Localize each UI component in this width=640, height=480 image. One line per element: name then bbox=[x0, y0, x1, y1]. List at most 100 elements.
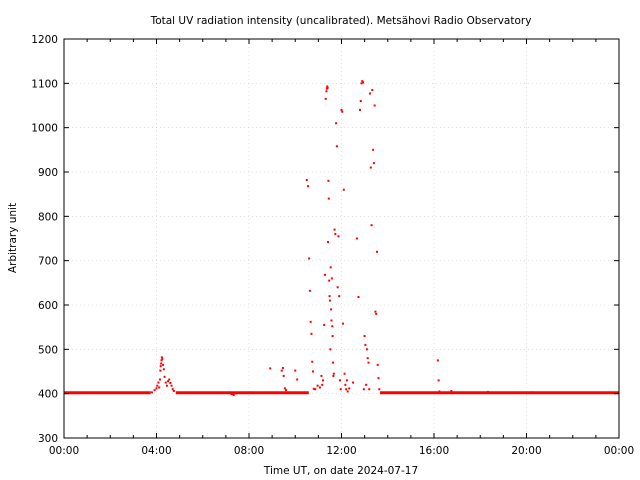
data-point bbox=[330, 277, 333, 280]
data-point bbox=[373, 104, 376, 107]
data-point bbox=[323, 323, 326, 326]
data-point bbox=[372, 162, 375, 165]
y-tick-label: 1100 bbox=[31, 78, 58, 90]
data-point bbox=[157, 381, 160, 384]
data-point bbox=[165, 384, 168, 387]
data-point bbox=[332, 374, 335, 377]
data-point bbox=[321, 383, 324, 386]
data-point bbox=[437, 379, 440, 382]
y-tick-label: 1000 bbox=[31, 123, 58, 135]
data-point bbox=[333, 228, 336, 231]
data-point bbox=[338, 295, 341, 298]
data-point bbox=[365, 383, 368, 386]
data-point bbox=[371, 88, 374, 91]
data-point bbox=[308, 257, 311, 260]
y-tick-label: 900 bbox=[38, 167, 58, 179]
data-point bbox=[159, 365, 162, 368]
data-point bbox=[162, 368, 165, 371]
data-point bbox=[368, 388, 371, 391]
data-point bbox=[309, 320, 312, 323]
data-point bbox=[285, 389, 287, 392]
data-point bbox=[361, 80, 364, 83]
data-point bbox=[160, 362, 163, 365]
data-point bbox=[364, 343, 367, 346]
data-point bbox=[158, 378, 161, 381]
data-point bbox=[340, 108, 343, 111]
data-point bbox=[369, 92, 372, 95]
data-point bbox=[375, 312, 378, 315]
data-point bbox=[334, 233, 337, 236]
data-point bbox=[329, 266, 332, 269]
data-point bbox=[169, 382, 172, 385]
data-point bbox=[335, 122, 338, 125]
data-point bbox=[365, 348, 368, 351]
data-point bbox=[162, 363, 165, 366]
data-point bbox=[158, 386, 161, 389]
y-tick-label: 500 bbox=[38, 344, 58, 356]
data-point bbox=[336, 286, 339, 289]
data-point bbox=[325, 90, 328, 93]
data-point bbox=[337, 235, 340, 238]
data-point bbox=[153, 389, 156, 392]
data-point bbox=[163, 375, 166, 378]
data-point bbox=[282, 374, 285, 377]
data-point bbox=[161, 358, 164, 361]
data-point bbox=[160, 356, 163, 359]
data-point bbox=[345, 388, 348, 391]
data-point bbox=[369, 166, 372, 169]
data-point bbox=[341, 110, 344, 113]
data-point bbox=[327, 197, 330, 200]
y-tick-label: 400 bbox=[38, 389, 58, 401]
data-point bbox=[171, 388, 174, 391]
data-point bbox=[486, 390, 489, 393]
y-tick-label: 600 bbox=[38, 300, 58, 312]
data-point bbox=[160, 359, 163, 362]
chart-title: Total UV radiation intensity (uncalibrat… bbox=[150, 15, 532, 27]
data-point bbox=[311, 370, 314, 373]
data-point bbox=[372, 148, 375, 151]
data-point bbox=[305, 178, 308, 181]
data-point bbox=[345, 379, 348, 382]
data-point bbox=[312, 387, 315, 390]
y-tick-label: 700 bbox=[38, 256, 58, 268]
data-point bbox=[531, 391, 534, 394]
y-tick-label: 1200 bbox=[31, 34, 58, 46]
data-point bbox=[355, 237, 358, 240]
y-tick-label: 300 bbox=[38, 433, 58, 445]
x-tick-label: 04:00 bbox=[141, 445, 171, 457]
data-point bbox=[155, 387, 158, 390]
x-axis-label: Time UT, on date 2024-07-17 bbox=[263, 465, 418, 477]
data-point bbox=[342, 188, 345, 191]
axis-ticks: 300 400 500 600 700 800 900 1000 1100 1200 00:00 04… bbox=[31, 34, 634, 457]
data-point bbox=[357, 296, 360, 299]
data-point bbox=[359, 108, 361, 111]
data-point bbox=[172, 390, 175, 393]
data-point bbox=[316, 384, 319, 387]
data-point bbox=[339, 388, 342, 391]
data-point bbox=[330, 319, 333, 322]
data-point bbox=[436, 359, 439, 362]
data-point bbox=[363, 335, 366, 338]
data-point bbox=[324, 97, 327, 100]
data-point bbox=[375, 250, 378, 253]
data-point bbox=[320, 374, 323, 377]
x-tick-label: 00:00 bbox=[49, 445, 79, 457]
data-point bbox=[269, 367, 272, 370]
x-tick-label: 00:00 bbox=[604, 445, 634, 457]
data-point bbox=[156, 384, 159, 387]
data-point bbox=[362, 388, 365, 391]
data-point bbox=[331, 325, 334, 328]
data-point bbox=[352, 381, 355, 384]
data-point bbox=[378, 388, 381, 391]
data-point bbox=[335, 145, 338, 148]
data-point bbox=[374, 310, 377, 313]
data-point bbox=[314, 388, 317, 391]
data-point bbox=[294, 369, 297, 372]
data-point bbox=[342, 322, 345, 325]
data-point bbox=[283, 387, 286, 390]
data-point bbox=[329, 348, 332, 351]
data-point bbox=[377, 377, 380, 380]
data-point bbox=[326, 85, 329, 88]
x-tick-label: 08:00 bbox=[234, 445, 264, 457]
